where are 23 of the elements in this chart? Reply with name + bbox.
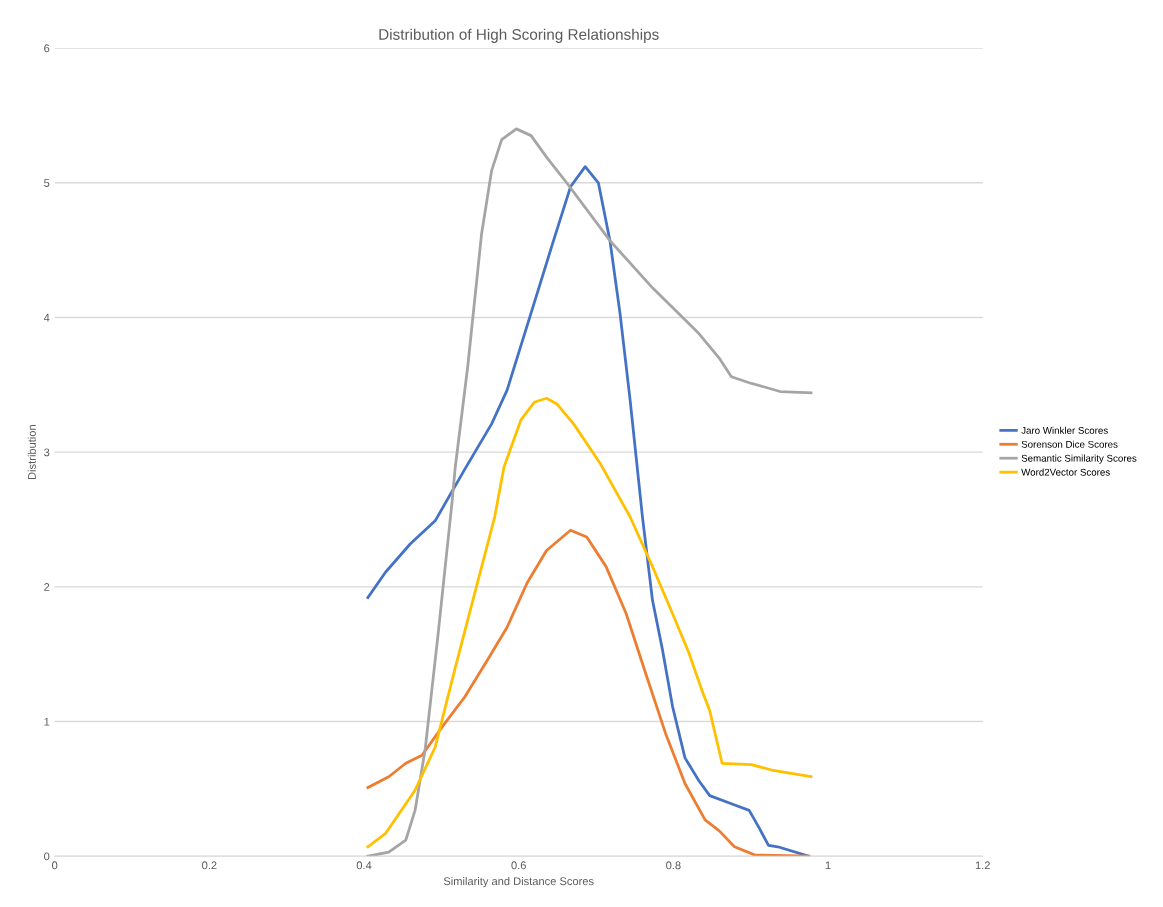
chart-title: Distribution of High Scoring Relationships bbox=[379, 28, 659, 43]
y-tick-label: 6 bbox=[44, 44, 50, 53]
line-series bbox=[366, 396, 813, 849]
legend-label: Semantic Similarity Scores bbox=[1021, 454, 1137, 464]
y-tick-label: 0 bbox=[44, 852, 50, 861]
x-axis-title: Similarity and Distance Scores bbox=[443, 876, 594, 888]
y-axis-title: Distribution bbox=[27, 425, 36, 480]
legend-label: Sorenson Dice Scores bbox=[1021, 440, 1118, 448]
y-tick-label: 5 bbox=[44, 179, 50, 187]
x-tick-label: 0.6 bbox=[511, 861, 526, 870]
legend-label: Jaro Winkler Scores bbox=[1021, 426, 1108, 434]
x-tick-label: 0.8 bbox=[666, 861, 681, 870]
x-tick-label: 1 bbox=[825, 861, 831, 870]
x-tick-label: 0 bbox=[52, 861, 58, 870]
y-tick-label: 1 bbox=[44, 717, 50, 726]
x-tick-label: 0.2 bbox=[202, 861, 217, 870]
y-tick-label: 3 bbox=[44, 448, 50, 457]
y-tick-label: 2 bbox=[44, 583, 50, 591]
line-series bbox=[366, 528, 811, 857]
legend-label: Word2Vector Scores bbox=[1021, 468, 1110, 476]
y-tick-label: 4 bbox=[43, 313, 50, 322]
x-tick-label: 0.4 bbox=[356, 861, 372, 870]
x-tick-label: 1.2 bbox=[975, 861, 990, 870]
